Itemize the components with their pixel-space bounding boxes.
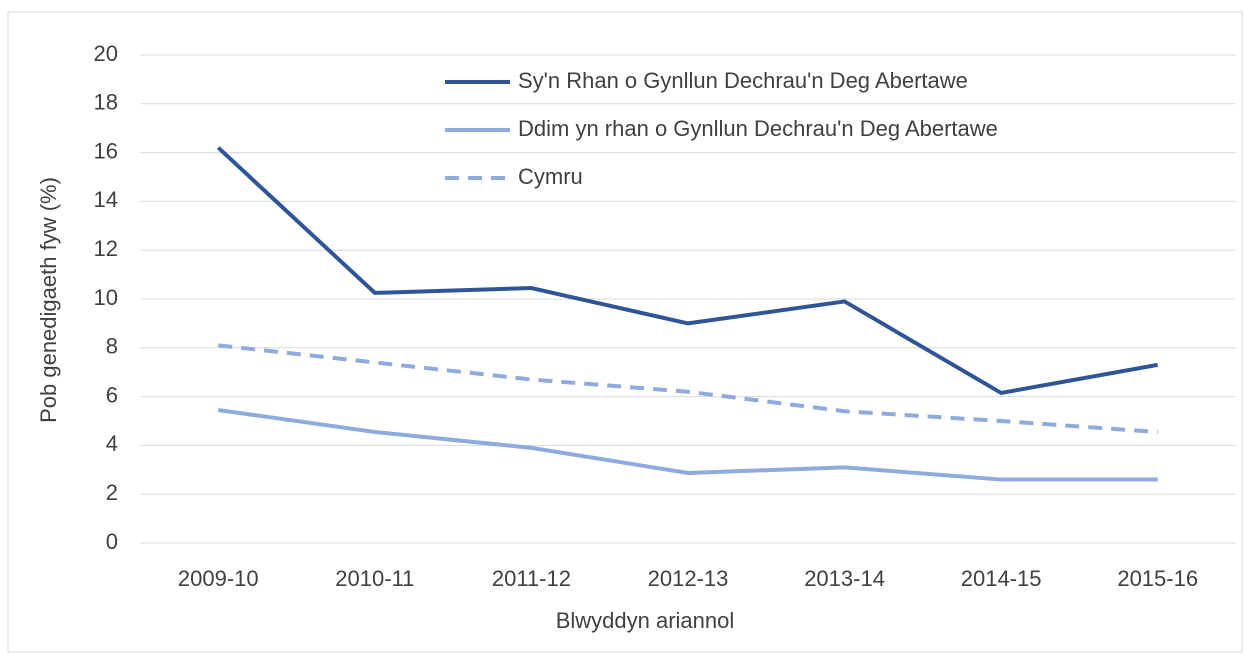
y-tick-label: 2 [106, 480, 118, 505]
y-tick-label: 0 [106, 529, 118, 554]
y-tick-label: 10 [94, 285, 118, 310]
y-tick-label: 16 [94, 138, 118, 163]
y-tick-label: 4 [106, 431, 118, 456]
legend-label: Cymru [518, 164, 583, 189]
x-tick-label: 2011-12 [492, 566, 571, 591]
series-line [218, 343, 1158, 434]
x-tick-label: 2009-10 [178, 566, 259, 591]
x-tick-label: 2014-15 [961, 566, 1042, 591]
series-line [218, 408, 1158, 482]
y-tick-label: 14 [94, 187, 118, 212]
x-axis-label: Blwyddyn ariannol [556, 608, 735, 633]
y-tick-label: 18 [94, 90, 118, 115]
legend-label: Ddim yn rhan o Gynllun Dechrau'n Deg Abe… [518, 116, 998, 141]
x-tick-label: 2015-16 [1117, 566, 1198, 591]
y-tick-label: 8 [106, 334, 118, 359]
y-axis-label: Pob genedigaeth fyw (%) [36, 177, 61, 423]
y-tick-label: 6 [106, 382, 118, 407]
legend-label: Sy'n Rhan o Gynllun Dechrau'n Deg Aberta… [518, 68, 968, 93]
y-tick-label: 12 [94, 236, 118, 261]
x-tick-label: 2013-14 [804, 566, 885, 591]
y-tick-label: 20 [94, 41, 118, 66]
chart-frame [7, 11, 1243, 653]
series-line [216, 146, 1159, 395]
x-tick-label: 2012-13 [648, 566, 729, 591]
x-tick-label: 2010-11 [335, 566, 414, 591]
